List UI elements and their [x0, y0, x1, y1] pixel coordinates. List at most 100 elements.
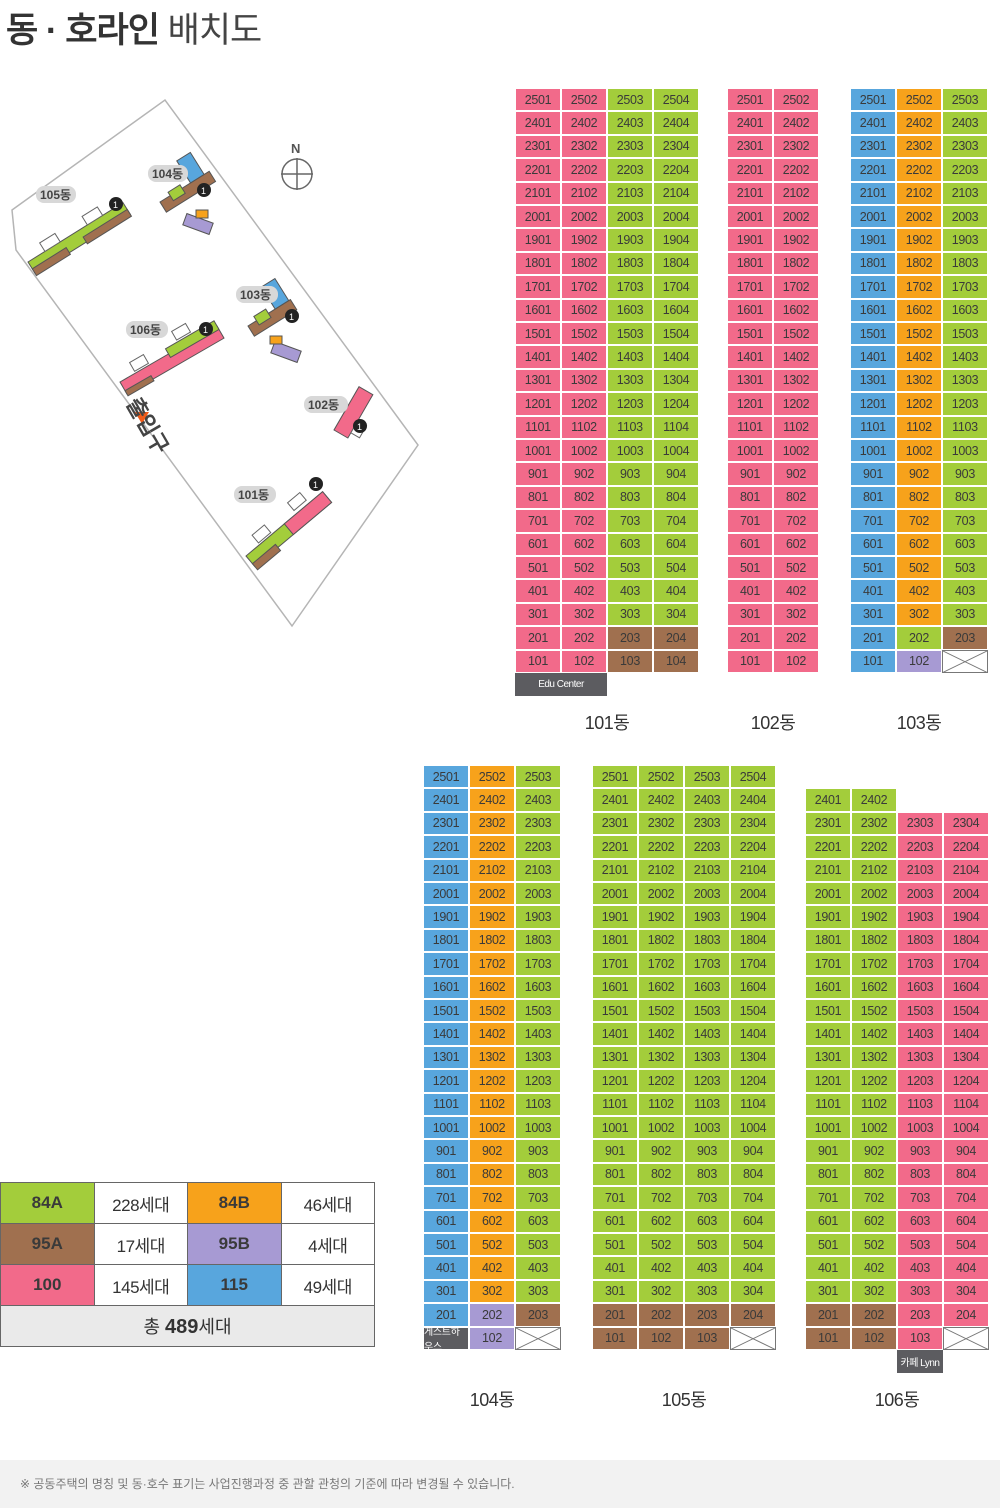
unit-cell: 701 — [423, 1186, 469, 1210]
unit-cell: 102 — [469, 1326, 515, 1350]
unit-cell: 1903 — [897, 905, 943, 929]
unit-cell: 2401 — [727, 111, 773, 135]
unit-cell: 2402 — [638, 788, 684, 812]
unit-cell: 2201 — [805, 835, 851, 859]
unit-cell: 804 — [943, 1162, 989, 1187]
unit-cell: 1502 — [896, 322, 942, 346]
unit-cell: 802 — [561, 485, 607, 510]
unit-cell: 404 — [730, 1256, 776, 1280]
unit-cell: 404 — [943, 1256, 989, 1280]
unit-cell: 1103 — [942, 415, 988, 439]
unit-cell: 1502 — [773, 322, 819, 346]
unit-cell: 1502 — [561, 322, 607, 346]
empty-unit-cell — [730, 1326, 776, 1350]
unit-cell: 401 — [805, 1256, 851, 1280]
unit-cell: 501 — [515, 556, 561, 580]
unit-cell: 2304 — [943, 811, 989, 836]
unit-cell: 1603 — [942, 298, 988, 322]
unit-cell: 402 — [896, 579, 942, 603]
unit-cell: 2203 — [942, 158, 988, 182]
unit-cell: 2002 — [896, 205, 942, 229]
facility-tag: Edu Center — [515, 673, 607, 697]
unit-cell: 902 — [561, 462, 607, 486]
unit-cell: 1002 — [896, 439, 942, 463]
unit-cell: 2202 — [469, 835, 515, 859]
unit-cell: 1201 — [515, 392, 561, 416]
unit-cell: 504 — [730, 1233, 776, 1257]
unit-cell: 1004 — [943, 1116, 989, 1140]
legend-swatch-115: 115 — [187, 1264, 282, 1306]
unit-cell: 1103 — [515, 1092, 561, 1116]
unit-cell: 1002 — [469, 1116, 515, 1140]
unit-cell: 1301 — [592, 1045, 638, 1070]
unit-cell: 1203 — [897, 1069, 943, 1093]
unit-cell: 901 — [727, 462, 773, 486]
unit-cell: 601 — [805, 1209, 851, 1233]
unit-cell: 1301 — [423, 1045, 469, 1070]
unit-cell: 1102 — [773, 415, 819, 439]
unit-cell: 701 — [592, 1186, 638, 1210]
unit-cell: 1903 — [942, 228, 988, 252]
unit-cell: 2201 — [515, 158, 561, 182]
unit-cell: 402 — [638, 1256, 684, 1280]
unit-cell: 502 — [469, 1233, 515, 1257]
unit-cell: 2502 — [638, 765, 684, 789]
unit-cell: 2003 — [942, 205, 988, 229]
unit-cell: 304 — [943, 1279, 989, 1304]
unit-cell: 2202 — [638, 835, 684, 859]
unit-cell: 1104 — [653, 415, 699, 439]
unit-cell: 301 — [423, 1279, 469, 1304]
unit-cell: 2301 — [592, 811, 638, 836]
unit-cell: 1404 — [730, 1022, 776, 1046]
unit-cell: 203 — [607, 626, 653, 650]
unit-cell: 704 — [653, 509, 699, 533]
unit-cell: 1102 — [896, 415, 942, 439]
building-label: 105동 — [661, 1390, 707, 1410]
unit-cell: 801 — [805, 1162, 851, 1187]
unit-cell: 2503 — [942, 88, 988, 112]
unit-cell: 903 — [515, 1139, 561, 1163]
unit-cell: 1501 — [592, 999, 638, 1023]
unit-cell: 2402 — [851, 788, 897, 812]
unit-cell: 1903 — [607, 228, 653, 252]
unit-cell: 1303 — [897, 1045, 943, 1070]
unit-cell: 1201 — [592, 1069, 638, 1093]
unit-cell: 201 — [592, 1303, 638, 1327]
unit-cell: 2102 — [851, 858, 897, 882]
unit-cell: 1203 — [515, 1069, 561, 1093]
unit-cell: 1601 — [592, 975, 638, 999]
unit-cell: 2501 — [592, 765, 638, 789]
unit-cell: 1602 — [773, 298, 819, 322]
entrance-arrow-icon — [135, 412, 149, 424]
unit-cell: 2103 — [942, 181, 988, 205]
unit-cell: 703 — [684, 1186, 730, 1210]
unit-cell: 1801 — [592, 928, 638, 953]
unit-cell: 1001 — [850, 439, 896, 463]
core-label: 1 — [113, 200, 118, 210]
unit-cell: 502 — [896, 556, 942, 580]
unit-cell: 2303 — [607, 134, 653, 159]
unit-cell: 1803 — [942, 251, 988, 276]
unit-cell: 2303 — [515, 811, 561, 836]
unit-cell: 2403 — [942, 111, 988, 135]
facility-tag: 게스트하우스 — [423, 1326, 469, 1353]
unit-cell: 1902 — [851, 905, 897, 929]
unit-cell: 2403 — [607, 111, 653, 135]
unit-cell: 2502 — [773, 88, 819, 112]
unit-cell: 2402 — [469, 788, 515, 812]
unit-cell: 401 — [592, 1256, 638, 1280]
unit-cell: 902 — [851, 1139, 897, 1163]
unit-cell: 1901 — [727, 228, 773, 252]
unit-cell: 1704 — [653, 275, 699, 299]
unit-cell: 2102 — [561, 181, 607, 205]
unit-cell: 204 — [730, 1303, 776, 1327]
unit-cell: 802 — [638, 1162, 684, 1187]
unit-cell: 801 — [727, 485, 773, 510]
core-label: 1 — [201, 186, 206, 196]
site-map: N 1 105동 1 104동 1 103동 1 106동 — [11, 98, 419, 628]
unit-cell: 1201 — [423, 1069, 469, 1093]
unit-cell: 2503 — [515, 765, 561, 789]
unit-cell: 2404 — [730, 788, 776, 812]
unit-cell: 1702 — [561, 275, 607, 299]
unit-cell: 103 — [684, 1326, 730, 1350]
